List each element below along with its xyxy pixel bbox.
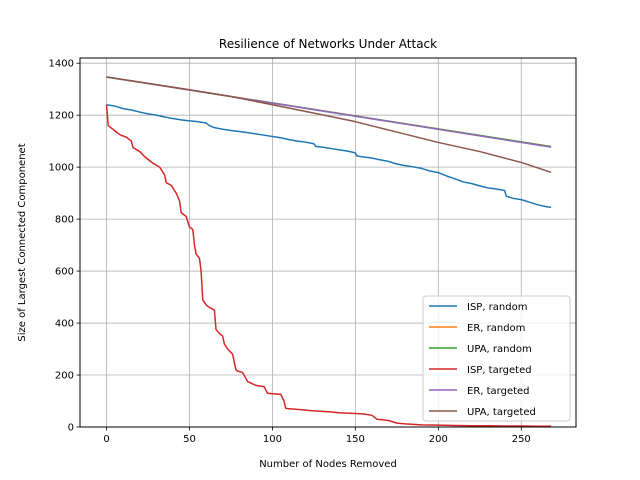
x-tick-label: 250 [512, 434, 531, 445]
legend-label: ER, random [467, 323, 525, 334]
y-tick-label: 800 [55, 215, 74, 226]
legend-label: UPA, targeted [467, 407, 536, 418]
series-line-1 [106, 104, 552, 209]
axis-ticks: 0 50 100 150 200 250 0 200 400 600 800 1000 1200 1400 [49, 59, 531, 445]
legend-box [422, 295, 571, 422]
y-tick-label: 400 [55, 319, 74, 330]
y-tick-label: 1200 [49, 111, 74, 122]
chart-title: Resilience of Networks Under Attack [219, 37, 437, 51]
y-tick-label: 200 [55, 371, 74, 382]
legend-label: ISP, random [467, 302, 527, 313]
x-tick-label: 0 [103, 434, 109, 445]
x-tick-label: 150 [346, 434, 365, 445]
x-tick-label: 200 [429, 434, 448, 445]
series-line-4 [105, 104, 552, 427]
y-axis-label: Size of Largest Connected Componenet [17, 143, 28, 341]
y-tick-label: 600 [55, 267, 74, 278]
y-tick-label: 1400 [49, 59, 74, 70]
legend-label: UPA, random [467, 344, 532, 355]
x-tick-label: 50 [183, 434, 196, 445]
legend-label: ISP, targeted [467, 365, 532, 376]
legend: ISP, random ER, random UPA, random ISP, tar… [422, 295, 571, 422]
y-tick-label: 1000 [49, 163, 74, 174]
grid [80, 58, 576, 428]
y-tick-label: 0 [68, 423, 74, 434]
x-tick-label: 100 [263, 434, 282, 445]
plot-frame [79, 57, 577, 428]
legend-label: ER, targeted [467, 386, 530, 397]
x-axis-label: Number of Nodes Removed [259, 459, 397, 470]
series-line-6 [106, 76, 552, 174]
series-lines [105, 76, 552, 427]
